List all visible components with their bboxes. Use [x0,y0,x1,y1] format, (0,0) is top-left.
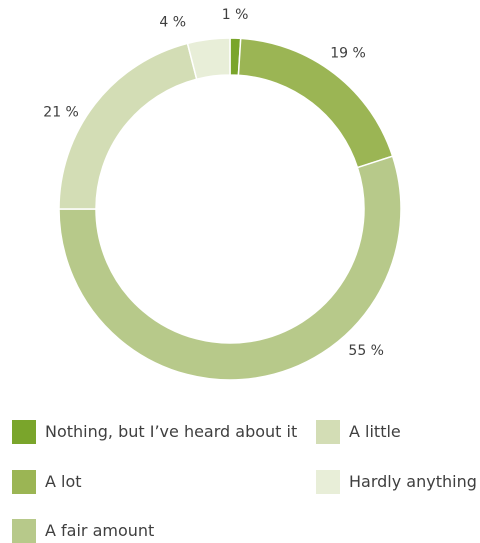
legend-item-nothing-but-heard: Nothing, but I’ve heard about it [12,420,297,444]
legend-label-a-fair-amount: A fair amount [45,521,155,540]
legend-label-hardly-anything: Hardly anything [349,472,477,491]
legend-item-a-fair-amount: A fair amount [12,519,154,543]
data-label-a-little: 21 % [43,105,79,121]
legend-swatch-nothing-but-heard [12,420,36,444]
slice-hardly-anything [186,37,231,81]
data-label-a-fair-amount: 55 % [348,343,384,359]
legend-item-hardly-anything: Hardly anything [316,470,477,494]
data-label-hardly-anything: 4 % [159,15,186,31]
legend-label-nothing-but-heard: Nothing, but I’ve heard about it [45,422,298,441]
legend-swatch-a-little [316,420,340,444]
legend-swatch-a-fair-amount [12,519,36,543]
donut-chart: 1 % 19 % 55 % 21 % 4 % [43,7,402,381]
legend-swatch-a-lot [12,470,36,494]
data-labels: 1 % 19 % 55 % 21 % 4 % [43,7,384,359]
data-label-a-lot: 19 % [330,46,366,62]
legend-label-a-little: A little [349,422,401,441]
slice-a-little [58,42,198,210]
legend-label-a-lot: A lot [45,472,82,491]
donut-slices [58,37,402,381]
slice-a-fair-amount [58,155,402,381]
slice-a-lot [237,37,394,169]
legend-item-a-lot: A lot [12,470,82,494]
data-label-nothing-but-i-ve-heard-about-it: 1 % [222,7,249,23]
legend-swatch-hardly-anything [316,470,340,494]
legend-item-a-little: A little [316,420,401,444]
